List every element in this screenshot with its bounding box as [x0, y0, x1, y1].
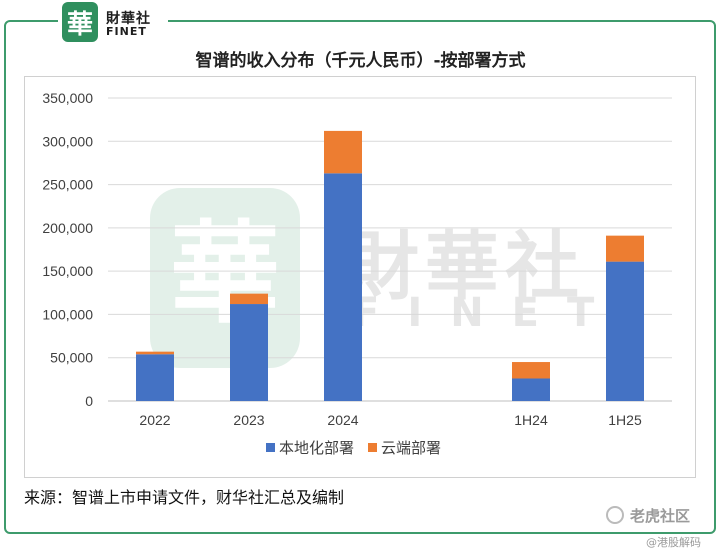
brand-name-cn: 財華社	[106, 11, 151, 27]
tiger-logo-icon	[606, 506, 624, 524]
bar-segment-cloud	[136, 351, 174, 355]
watermark-text-cn: 財華社	[345, 224, 585, 310]
bar-segment-cloud	[606, 235, 644, 262]
bar-segment-onprem	[512, 378, 550, 401]
x-tick-label: 2022	[139, 412, 170, 428]
x-tick-label: 1H24	[514, 412, 548, 428]
brand-badge: 華	[62, 2, 98, 42]
corner-watermark-main: 老虎社区	[630, 507, 691, 525]
bar-segment-cloud	[512, 362, 550, 379]
y-tick-label: 100,000	[42, 306, 93, 322]
chart-frame	[4, 20, 716, 534]
legend-label: 本地化部署	[279, 439, 354, 457]
background-watermark: 華財華社FINET	[150, 188, 622, 368]
bar-segment-cloud	[324, 130, 362, 174]
bar-segment-cloud	[230, 293, 268, 305]
y-tick-label: 150,000	[42, 263, 93, 279]
y-tick-label: 250,000	[42, 177, 93, 193]
bar-segment-onprem	[136, 354, 174, 401]
bar-segment-onprem	[606, 261, 644, 401]
x-tick-label: 1H25	[608, 412, 642, 428]
x-tick-label: 2023	[233, 412, 264, 428]
watermark-text-en: FINET	[352, 290, 622, 336]
legend-swatch	[266, 443, 275, 452]
brand-name-en: FINET	[106, 25, 147, 38]
plot-area	[24, 76, 696, 478]
legend-label: 云端部署	[381, 439, 441, 457]
x-tick-label: 2024	[327, 412, 358, 428]
y-tick-label: 50,000	[50, 350, 93, 366]
bar-segment-onprem	[324, 173, 362, 401]
bar-segment-onprem	[230, 304, 268, 401]
corner-watermark-sub: @港股解码	[646, 536, 701, 549]
legend-swatch	[368, 443, 377, 452]
y-tick-label: 300,000	[42, 133, 93, 149]
y-tick-label: 350,000	[42, 90, 93, 106]
brand-logo: 華 財華社 FINET	[58, 2, 168, 42]
source-note: 来源：智谱上市申请文件，财华社汇总及编制	[24, 488, 345, 507]
y-tick-label: 200,000	[42, 220, 93, 236]
chart-title: 智谱的收入分布（千元人民币）-按部署方式	[195, 51, 526, 71]
y-tick-label: 0	[85, 393, 93, 409]
